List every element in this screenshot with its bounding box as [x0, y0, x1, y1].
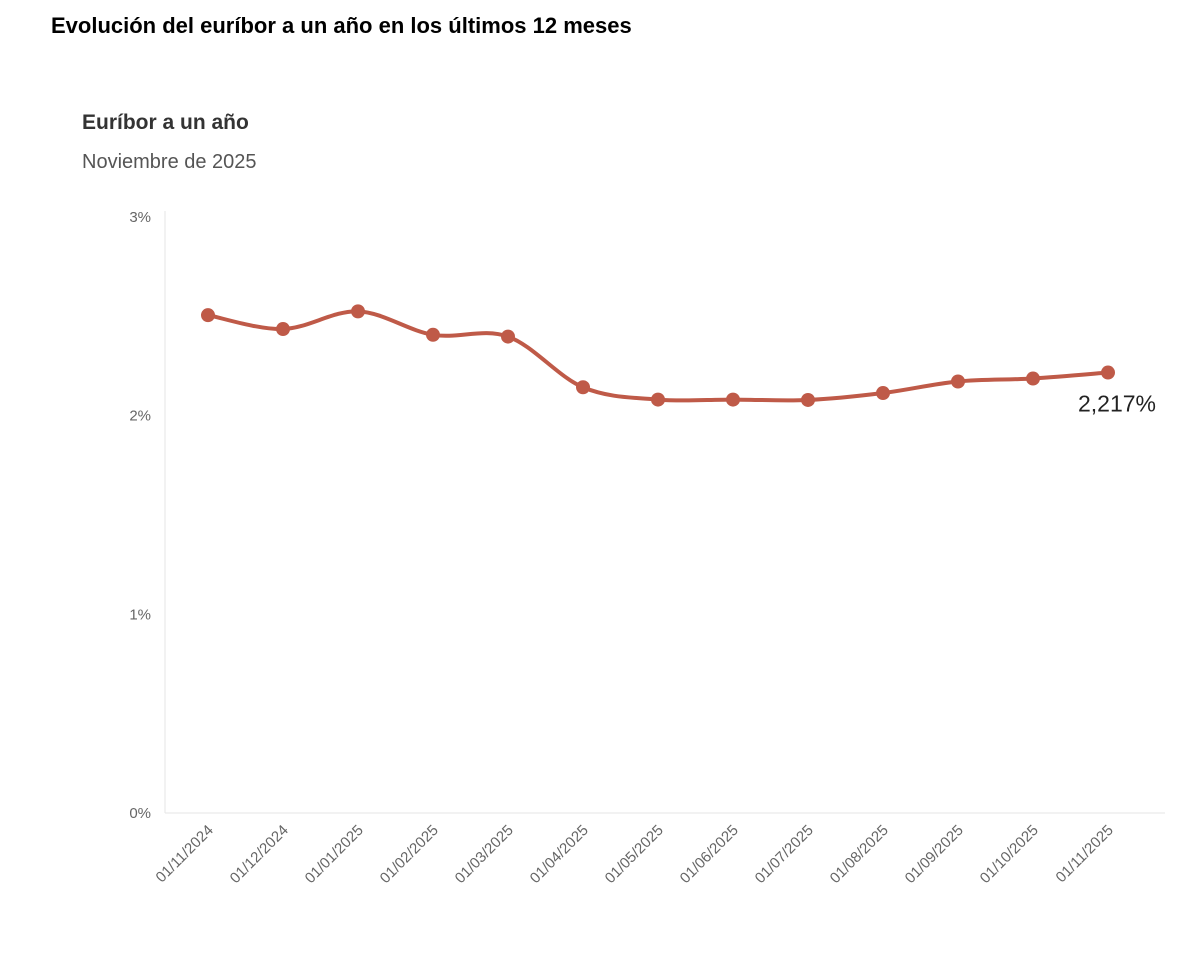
- data-point: [801, 392, 815, 407]
- data-point: [876, 386, 890, 401]
- chart-subtitle: Noviembre de 2025: [82, 151, 257, 173]
- x-tick-label: 01/06/2025: [677, 822, 742, 887]
- x-tick-label: 01/02/2025: [377, 822, 442, 887]
- x-tick-label: 01/05/2025: [602, 822, 667, 887]
- end-value-label: 2,217%: [1078, 391, 1156, 417]
- x-tick-label: 01/04/2025: [527, 822, 592, 887]
- y-tick-label: 3%: [129, 209, 151, 226]
- x-tick-label: 01/12/2024: [227, 822, 292, 887]
- data-point: [726, 392, 740, 407]
- data-point: [651, 392, 665, 407]
- chart-title: Euríbor a un año: [82, 111, 249, 134]
- x-tick-label: 01/09/2025: [902, 822, 967, 887]
- y-tick-label: 2%: [129, 408, 151, 425]
- data-point: [276, 322, 290, 337]
- x-tick-label: 01/10/2025: [977, 822, 1042, 887]
- x-tick-label: 01/03/2025: [452, 822, 517, 887]
- y-tick-label: 1%: [129, 606, 151, 623]
- y-tick-label: 0%: [129, 805, 151, 822]
- page-title: Evolución del euríbor a un año en los úl…: [51, 13, 632, 38]
- x-tick-label: 01/01/2025: [302, 822, 367, 887]
- x-tick-label: 01/11/2025: [1053, 822, 1117, 886]
- x-tick-label: 01/08/2025: [827, 822, 892, 887]
- data-point: [951, 374, 965, 389]
- data-point: [351, 304, 365, 319]
- data-point: [201, 308, 215, 323]
- data-point: [501, 329, 515, 344]
- data-point: [426, 327, 440, 342]
- x-tick-label: 01/11/2024: [153, 822, 217, 886]
- data-point: [1026, 371, 1040, 386]
- data-point: [1101, 365, 1115, 380]
- data-point: [576, 380, 590, 395]
- series-line: [207, 309, 1109, 403]
- x-tick-label: 01/07/2025: [752, 822, 817, 887]
